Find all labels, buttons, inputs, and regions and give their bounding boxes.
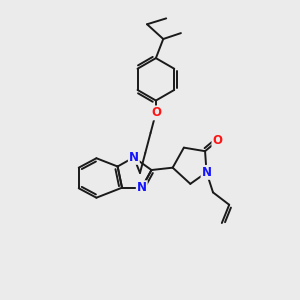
Text: N: N: [137, 181, 147, 194]
Text: N: N: [129, 151, 139, 164]
Text: N: N: [202, 166, 212, 179]
Text: O: O: [212, 134, 222, 147]
Text: O: O: [151, 106, 161, 119]
